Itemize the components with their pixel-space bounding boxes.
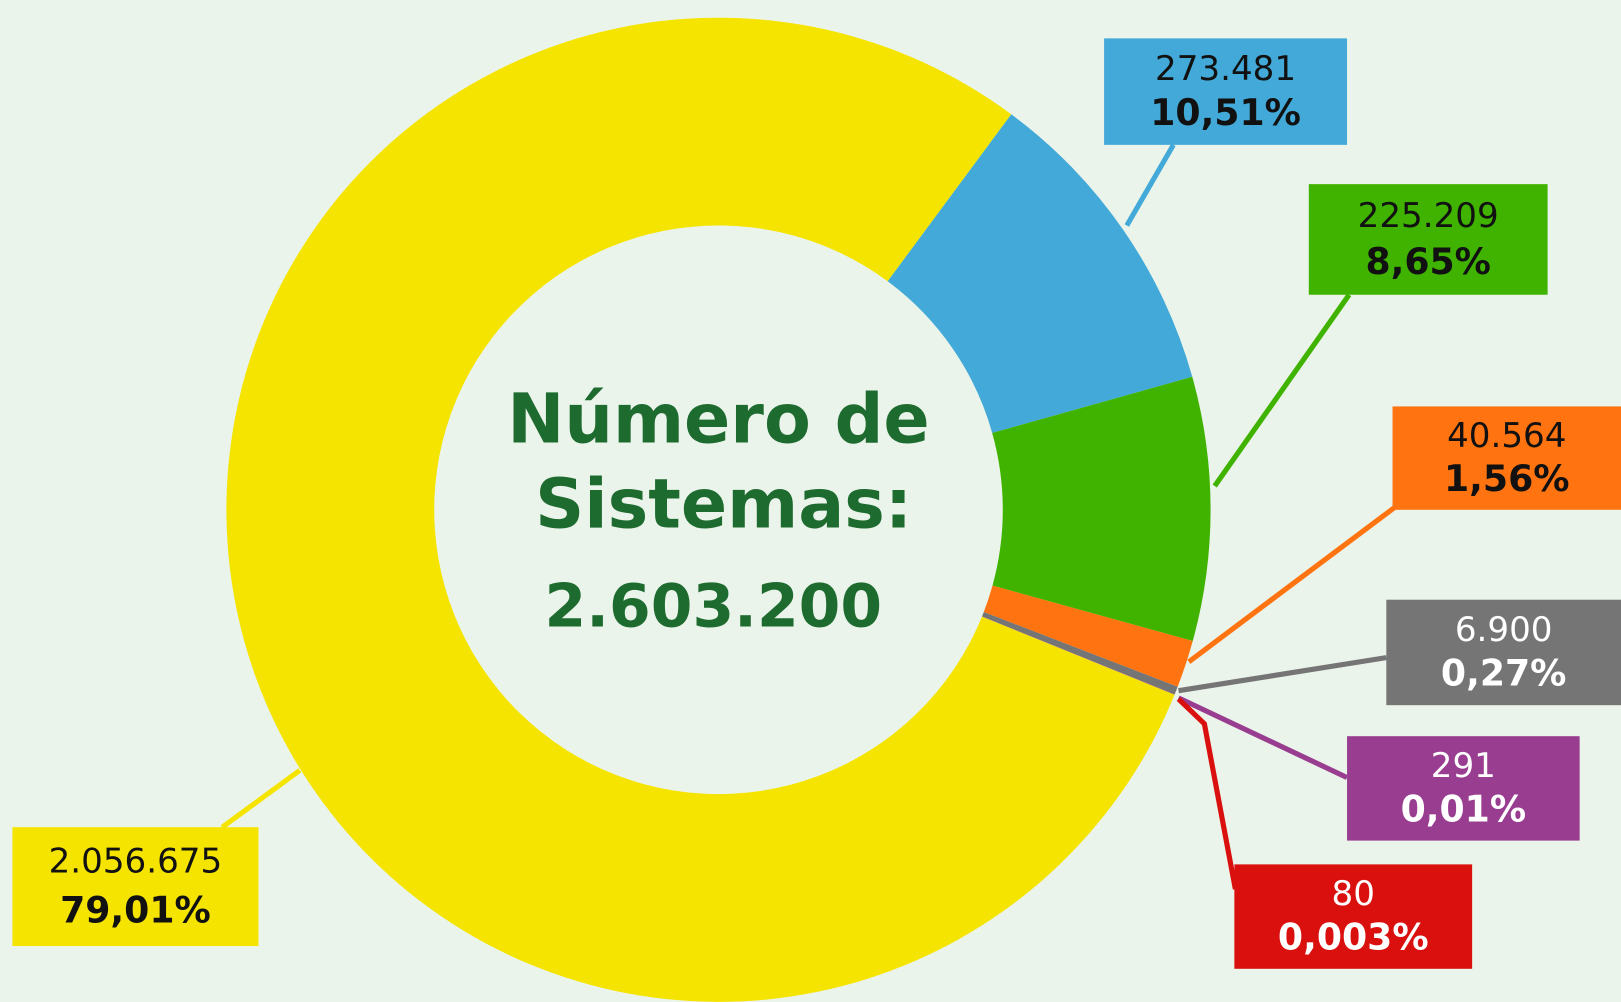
leader-line — [1124, 143, 1176, 227]
value-label: 2.056.675 — [49, 841, 223, 881]
percentage-label: 0,003% — [1278, 916, 1429, 959]
donut-slice — [981, 616, 1175, 695]
percentage-label: 0,27% — [1441, 652, 1566, 695]
percentage-label: 79,01% — [60, 889, 211, 932]
label-box — [1347, 736, 1580, 841]
donut-slice — [887, 114, 1193, 433]
donut-slice — [983, 585, 1193, 687]
value-label: 40.564 — [1447, 416, 1566, 456]
center-title-line: Número de — [507, 381, 929, 460]
donut-slice — [226, 17, 1175, 1002]
center-title-line: Sistemas: — [535, 465, 912, 544]
percentage-label: 8,65% — [1365, 240, 1491, 283]
label-box — [1234, 864, 1473, 969]
leader-line — [1176, 697, 1238, 890]
percentage-label: 1,56% — [1444, 457, 1570, 500]
label-box — [1392, 406, 1621, 510]
donut-slice — [982, 612, 1178, 695]
center-total: 2.603.200 — [545, 572, 883, 642]
leader-line — [1177, 695, 1349, 780]
percentage-label: 10,51% — [1150, 91, 1301, 134]
label-box — [1386, 599, 1621, 706]
leader-line — [1212, 293, 1352, 488]
value-label: 225.209 — [1358, 196, 1499, 236]
donut-slice — [981, 616, 1175, 695]
value-label: 6.900 — [1455, 610, 1553, 650]
label-box — [1104, 38, 1348, 145]
leader-line — [220, 768, 302, 830]
leader-line — [1187, 504, 1398, 664]
label-box — [12, 827, 259, 947]
value-label: 273.481 — [1155, 49, 1296, 89]
donut-slice — [992, 376, 1211, 641]
label-box — [1308, 184, 1548, 295]
value-label: 80 — [1332, 874, 1375, 914]
leader-line — [1178, 655, 1387, 694]
slices — [226, 17, 1211, 1002]
value-label: 291 — [1431, 746, 1496, 786]
percentage-label: 0,01% — [1401, 787, 1526, 830]
